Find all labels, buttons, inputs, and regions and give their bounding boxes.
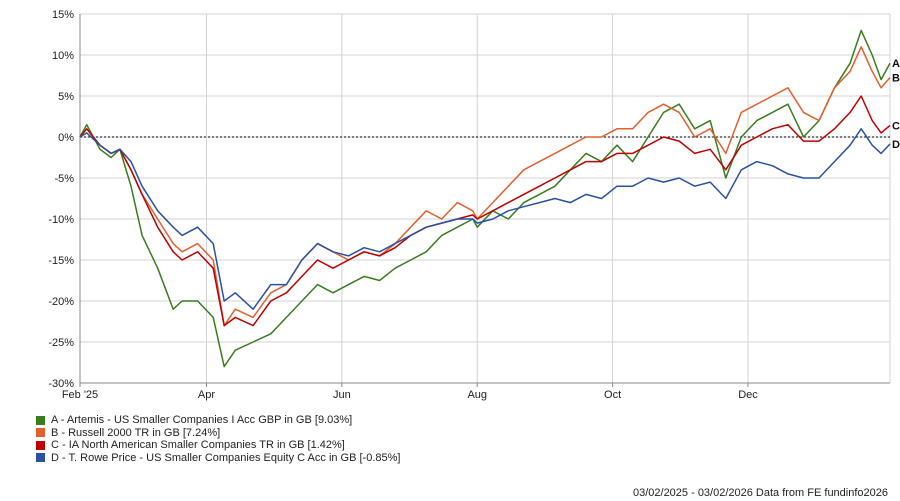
y-tick-label: 15% [52,9,74,21]
end-label-b: B [892,73,900,85]
grid [79,13,891,384]
y-axis: 15% 10% 5% 0% -5% -10% -15% -20% -25% -30% [48,9,74,390]
y-tick-label: -10% [48,214,74,226]
legend-item-b: B - Russell 2000 TR in GB [7.24%] [36,427,400,440]
legend-swatch [36,428,45,438]
y-tick-label: -15% [48,255,74,267]
y-tick-label: 5% [58,91,74,103]
footer-credit: 03/02/2025 - 03/02/2026 Data from FE fun… [632,487,888,499]
legend-swatch [36,415,45,425]
end-label-c: C [892,120,900,132]
x-tick-label: Feb '25 [62,389,98,401]
y-tick-label: -20% [48,296,74,308]
legend-label: C - IA North American Smaller Companies … [51,439,345,451]
legend-label: D - T. Rowe Price - US Smaller Companies… [51,451,401,464]
y-tick-label: 0% [58,132,74,144]
legend-swatch [36,453,45,463]
series-line-d [79,128,891,310]
legend-item-c: C - IA North American Smaller Companies … [36,439,400,452]
x-tick-label: Apr [198,389,215,401]
series-group [79,29,891,368]
y-tick-label: -5% [54,173,74,185]
legend-swatch [36,440,45,450]
x-tick-label: Dec [738,389,758,401]
legend-label: B - Russell 2000 TR in GB [7.24%] [51,426,221,439]
chart: 15% 10% 5% 0% -5% -10% -15% -20% -25% -30% Feb '2… [48,9,900,401]
legend-item-d: D - T. Rowe Price - US Smaller Companies… [36,452,400,465]
legend-item-a: A - Artemis - US Smaller Companies I Acc… [36,414,400,427]
end-labels: AB CD [892,58,900,151]
legend: A - Artemis - US Smaller Companies I Acc… [36,414,400,464]
series-line-a [79,29,891,368]
legend-label: A - Artemis - US Smaller Companies I Acc… [51,414,353,426]
y-tick-label: -25% [48,337,74,349]
end-label-a: A [892,58,900,70]
x-axis: Feb '25 Apr Jun Aug Oct Dec [62,383,758,401]
y-tick-label: 10% [52,50,74,62]
end-label-d: D [892,139,900,151]
x-tick-label: Aug [467,389,487,401]
y-tick-label: -30% [48,378,74,390]
series-line-c [79,95,891,327]
x-tick-label: Oct [604,389,621,401]
series-line-b [79,46,891,327]
x-tick-label: Jun [333,389,351,401]
